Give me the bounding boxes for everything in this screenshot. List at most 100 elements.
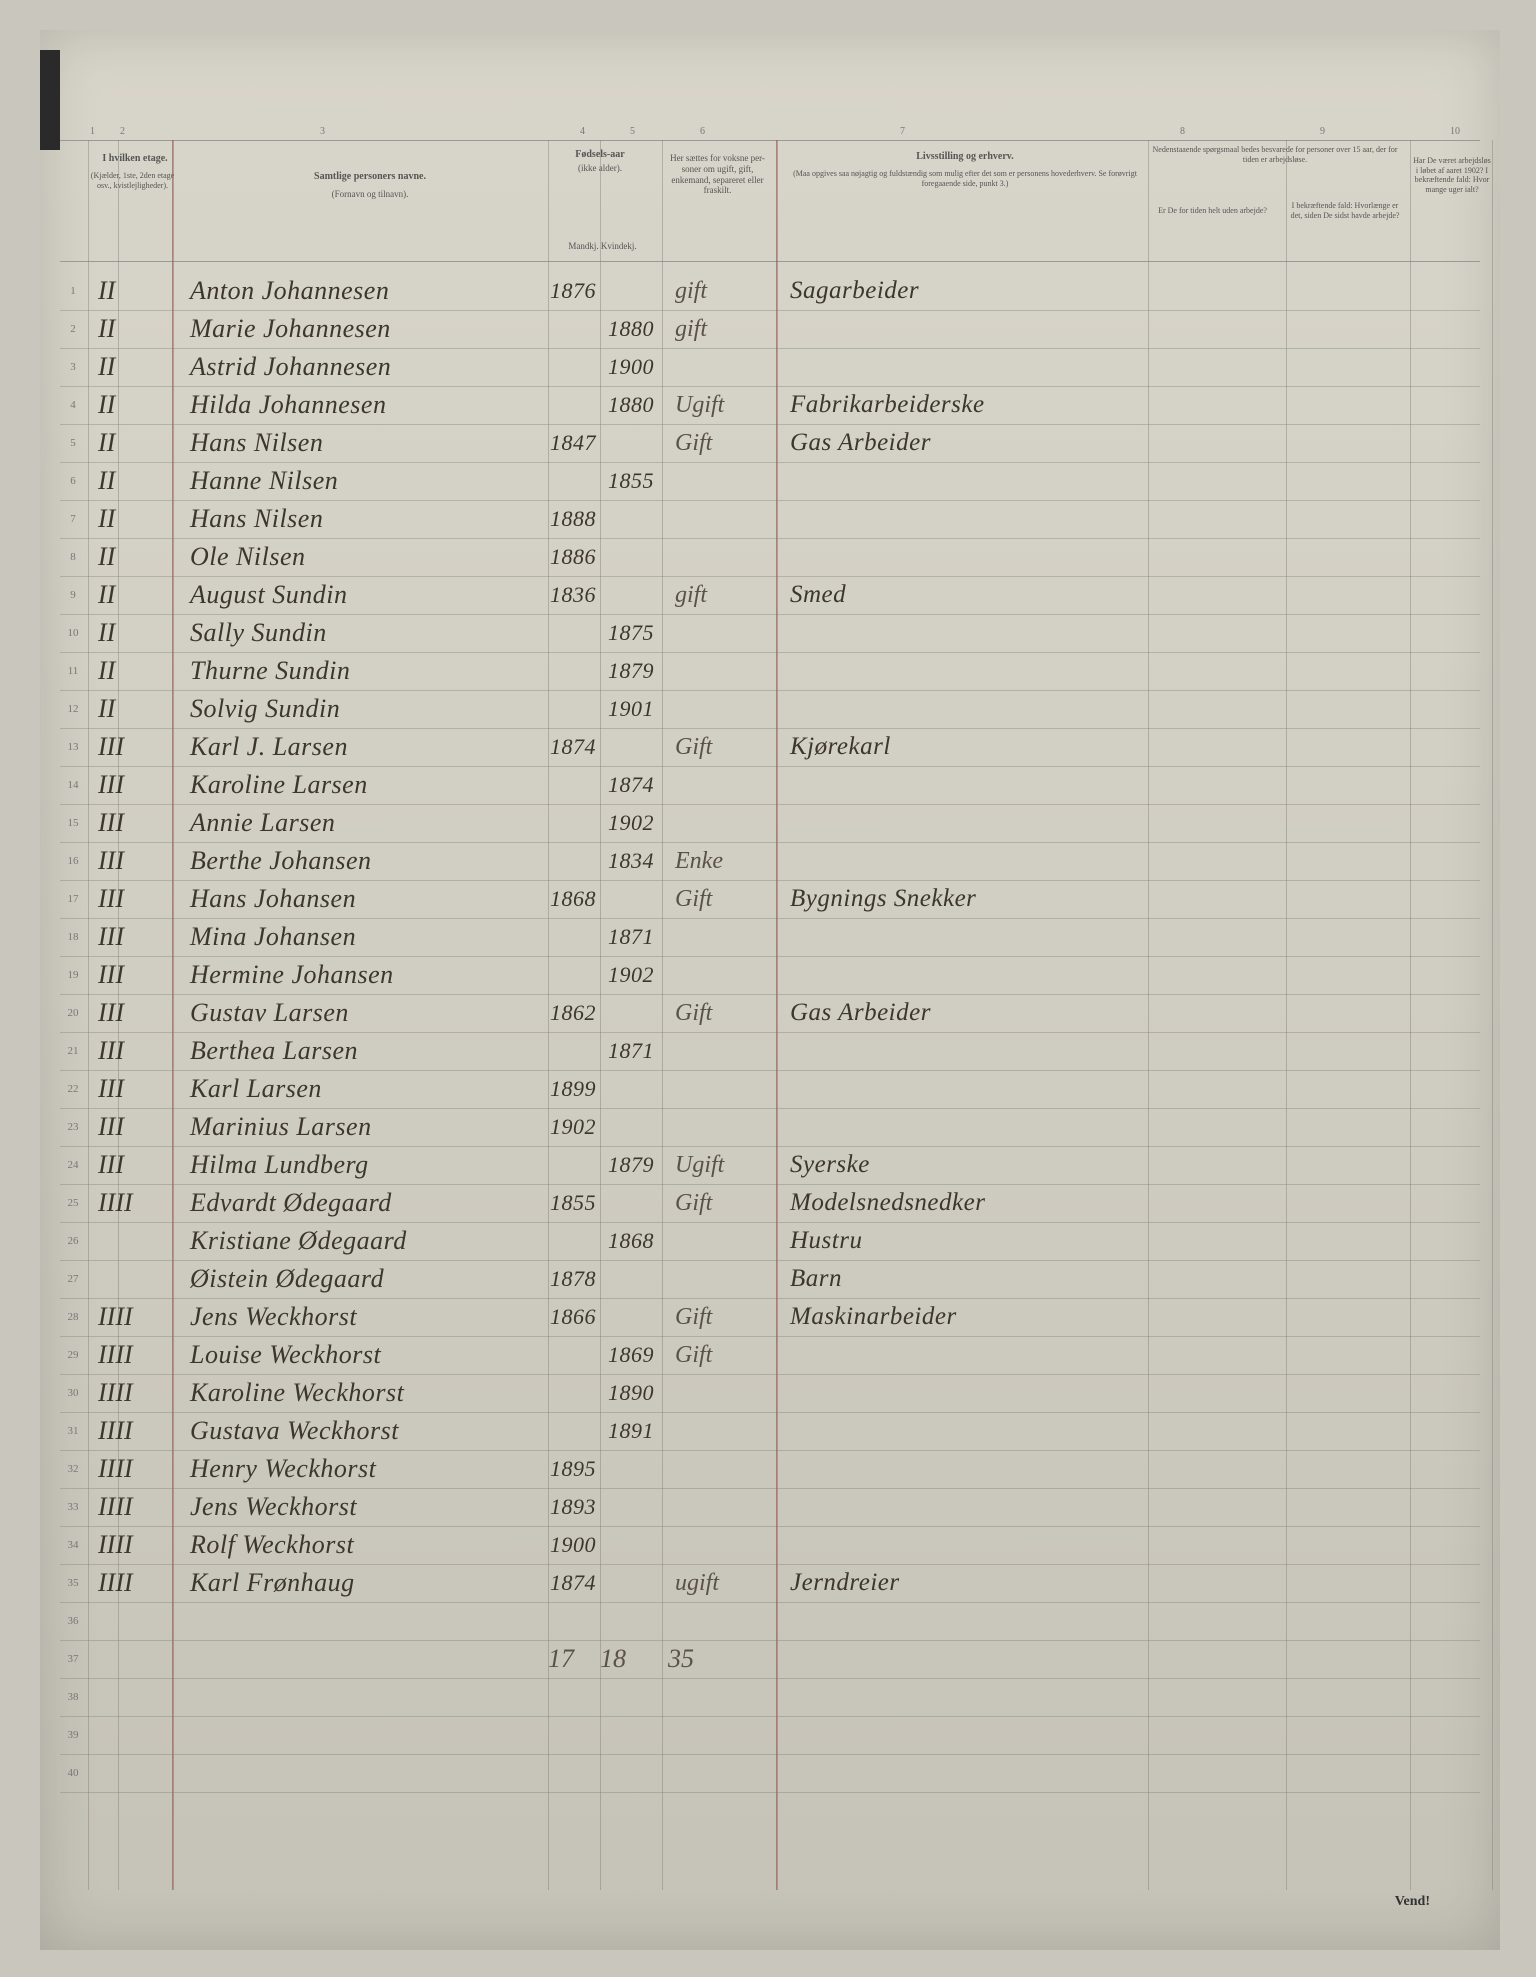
cell-occupation — [790, 1070, 1140, 1108]
cell-name: Berthe Johansen — [190, 842, 540, 880]
cell-occupation — [790, 348, 1140, 386]
cell-occupation — [790, 1488, 1140, 1526]
cell-occupation: Sagarbeider — [790, 272, 1140, 310]
cell-name: Gustav Larsen — [190, 994, 540, 1032]
cell-year-male: 1900 — [550, 1526, 596, 1564]
cell-status: gift — [675, 576, 707, 614]
cell-year-male: 1866 — [550, 1298, 596, 1336]
cell-name — [190, 1754, 540, 1792]
table-row: 6IIHanne Nilsen1855 — [60, 462, 1480, 500]
table-row: 7IIHans Nilsen1888 — [60, 500, 1480, 538]
cell-year-female: 1880 — [608, 386, 654, 424]
row-number: 10 — [60, 614, 86, 652]
cell-occupation — [790, 500, 1140, 538]
cell-etage: III — [98, 1070, 158, 1108]
cell-name: Thurne Sundin — [190, 652, 540, 690]
cell-status: Gift — [675, 424, 712, 462]
cell-occupation — [790, 1716, 1140, 1754]
cell-occupation: Gas Arbeider — [790, 994, 1140, 1032]
total-male: 17 — [548, 1644, 574, 1674]
cell-year-male: 1868 — [550, 880, 596, 918]
cell-occupation — [790, 462, 1140, 500]
row-number: 25 — [60, 1184, 86, 1222]
row-number: 20 — [60, 994, 86, 1032]
row-number: 13 — [60, 728, 86, 766]
header-col2: I hvilken etage. — [100, 153, 170, 165]
table-row: 37 — [60, 1640, 1480, 1678]
vertical-rule — [1492, 140, 1493, 1890]
header-col89a: Nedenstaaende spørgsmaal bedes besvarede… — [1150, 145, 1400, 164]
cell-name: Edvardt Ødegaard — [190, 1184, 540, 1222]
cell-occupation — [790, 804, 1140, 842]
cell-year-female: 1880 — [608, 310, 654, 348]
cell-year-male: 1836 — [550, 576, 596, 614]
cell-etage — [98, 1716, 158, 1754]
cell-occupation: Hustru — [790, 1222, 1140, 1260]
cell-etage: III — [98, 766, 158, 804]
cell-occupation — [790, 1032, 1140, 1070]
cell-etage: III — [98, 1032, 158, 1070]
cell-occupation — [790, 842, 1140, 880]
table-row: 28IIIIJens Weckhorst1866GiftMaskinarbeid… — [60, 1298, 1480, 1336]
row-number: 23 — [60, 1108, 86, 1146]
row-number: 24 — [60, 1146, 86, 1184]
table-row: 15IIIAnnie Larsen1902 — [60, 804, 1480, 842]
cell-occupation — [790, 1602, 1140, 1640]
cell-name: Berthea Larsen — [190, 1032, 540, 1070]
row-number: 35 — [60, 1564, 86, 1602]
page-turn-label: Vend! — [1395, 1894, 1430, 1910]
column-number: 4 — [580, 126, 585, 137]
cell-name: Hans Nilsen — [190, 500, 540, 538]
cell-name: Karoline Weckhorst — [190, 1374, 540, 1412]
table-row: 23IIIMarinius Larsen1902 — [60, 1108, 1480, 1146]
cell-year-female: 1879 — [608, 1146, 654, 1184]
cell-name: Hans Johansen — [190, 880, 540, 918]
row-number: 30 — [60, 1374, 86, 1412]
binding-shadow — [40, 50, 60, 150]
cell-year-male: 1874 — [550, 1564, 596, 1602]
cell-status: gift — [675, 310, 707, 348]
cell-name: Jens Weckhorst — [190, 1298, 540, 1336]
header-col10: Har De været arbejdsløs i løbet af aaret… — [1412, 156, 1492, 194]
cell-etage: II — [98, 424, 158, 462]
cell-occupation — [790, 1108, 1140, 1146]
cell-name — [190, 1602, 540, 1640]
cell-status: Gift — [675, 1184, 712, 1222]
cell-etage: III — [98, 1146, 158, 1184]
column-number: 1 — [90, 126, 95, 137]
cell-year-female: 1871 — [608, 1032, 654, 1070]
header-col8: Er De for tiden helt uden arbejde? — [1150, 206, 1275, 216]
table-row: 29IIIILouise Weckhorst1869Gift — [60, 1336, 1480, 1374]
cell-name — [190, 1640, 540, 1678]
cell-occupation — [790, 766, 1140, 804]
cell-etage: IIII — [98, 1336, 158, 1374]
cell-occupation — [790, 538, 1140, 576]
cell-name: Anton Johannesen — [190, 272, 540, 310]
row-number: 26 — [60, 1222, 86, 1260]
cell-year-female: 1834 — [608, 842, 654, 880]
table-row: 1IIAnton Johannesen1876giftSagarbeider — [60, 272, 1480, 310]
table-row: 21IIIBerthea Larsen1871 — [60, 1032, 1480, 1070]
cell-etage: III — [98, 804, 158, 842]
cell-etage: III — [98, 842, 158, 880]
header-col6: Her sættes for voksne per-soner om ugift… — [665, 153, 770, 196]
row-number: 7 — [60, 500, 86, 538]
cell-occupation — [790, 1450, 1140, 1488]
row-number: 1 — [60, 272, 86, 310]
cell-status: Gift — [675, 1336, 712, 1374]
cell-year-male: 1855 — [550, 1184, 596, 1222]
cell-etage: IIII — [98, 1450, 158, 1488]
cell-year-female: 1879 — [608, 652, 654, 690]
column-number: 3 — [320, 126, 325, 137]
row-number: 29 — [60, 1336, 86, 1374]
header-col3b: (Fornavn og tilnavn). — [240, 189, 500, 200]
row-number: 34 — [60, 1526, 86, 1564]
row-number: 36 — [60, 1602, 86, 1640]
table-row: 33IIIIJens Weckhorst1893 — [60, 1488, 1480, 1526]
row-number: 15 — [60, 804, 86, 842]
column-number: 9 — [1320, 126, 1325, 137]
cell-year-female: 1874 — [608, 766, 654, 804]
table-row: 19IIIHermine Johansen1902 — [60, 956, 1480, 994]
table-row: 25IIIIEdvardt Ødegaard1855GiftModelsneds… — [60, 1184, 1480, 1222]
row-number: 28 — [60, 1298, 86, 1336]
